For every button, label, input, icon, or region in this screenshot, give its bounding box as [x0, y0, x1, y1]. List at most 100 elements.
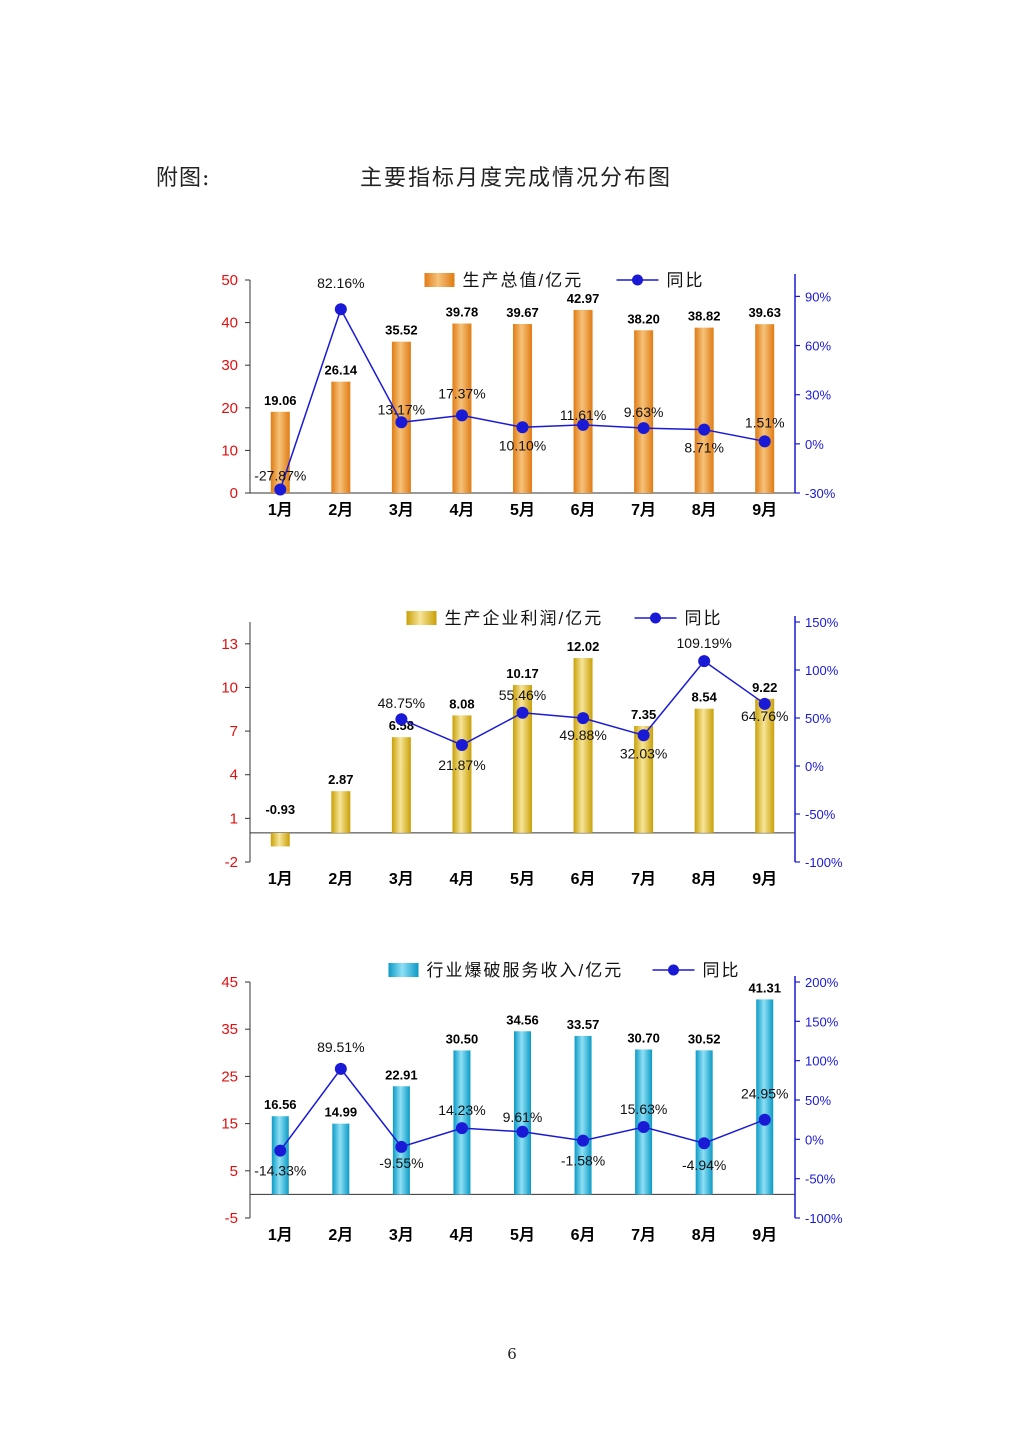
line-value-label: -9.55%: [379, 1155, 423, 1171]
line-value-label: 13.17%: [378, 401, 425, 417]
bar-value-label: 38.82: [688, 309, 721, 324]
left-axis-tick-label: 10: [221, 442, 238, 459]
line-point: [758, 697, 771, 710]
category-label: 8月: [692, 1226, 717, 1244]
line-point: [274, 483, 287, 496]
line-value-label: 1.51%: [745, 414, 785, 430]
category-label: 9月: [752, 501, 777, 519]
left-axis-tick-label: 35: [221, 1021, 238, 1038]
line-point: [455, 1122, 468, 1135]
figure-label: 附图:: [156, 166, 211, 191]
bar: [391, 737, 411, 833]
page-number: 6: [507, 1345, 517, 1363]
category-label: 6月: [571, 501, 596, 519]
line-point: [395, 1140, 408, 1153]
category-label: 1月: [268, 870, 293, 888]
bar-value-label: 30.70: [627, 1030, 660, 1045]
category-label: 8月: [692, 870, 717, 888]
line-point: [455, 409, 468, 422]
left-axis-tick-label: 50: [221, 272, 238, 289]
line-point: [516, 1125, 529, 1138]
line-point: [577, 712, 590, 725]
line-point: [637, 1121, 650, 1134]
line-value-label: -27.87%: [254, 468, 306, 484]
bar: [573, 658, 593, 833]
line-value-label: -4.94%: [682, 1157, 726, 1173]
category-label: 8月: [692, 501, 717, 519]
legend-bar-label: 生产总值/亿元: [463, 271, 584, 290]
right-axis-tick-label: 0%: [805, 437, 824, 452]
bar-value-label: 10.17: [506, 666, 539, 681]
line-point: [698, 655, 711, 668]
bar-value-label: 9.22: [752, 680, 777, 695]
category-label: 6月: [571, 870, 596, 888]
right-axis-tick-label: 50%: [805, 1093, 831, 1108]
line-point: [455, 739, 468, 752]
right-axis-tick-label: 90%: [805, 289, 831, 304]
legend-bar-swatch: [424, 273, 455, 287]
category-label: 3月: [389, 1226, 414, 1244]
bar-value-label: 22.91: [385, 1067, 418, 1082]
left-axis-tick-label: 30: [221, 357, 238, 374]
right-axis-tick-label: 0%: [805, 1132, 824, 1147]
chart-svg: -5 5 15 25 35 45 -100% -50% 0% 50% 100% 150% 200% 16.…: [221, 961, 843, 1244]
bar-value-label: 8.54: [692, 690, 718, 705]
right-axis-tick-label: -100%: [805, 855, 843, 870]
line-point: [698, 423, 711, 436]
line-point: [395, 416, 408, 429]
category-label: 3月: [389, 870, 414, 888]
figure-title: 主要指标月度完成情况分布图: [360, 166, 673, 191]
bar-value-label: 39.78: [446, 305, 479, 320]
bar-value-label: 35.52: [385, 323, 418, 338]
chart-svg: 0 10 20 30 40 50 -30% 0% 30% 60% 90% 19.06 26.14 35.5…: [221, 271, 835, 519]
line-value-label: 64.76%: [741, 708, 788, 724]
bar-value-label: 30.52: [688, 1031, 721, 1046]
category-label: 1月: [268, 501, 293, 519]
category-label: 6月: [571, 1226, 596, 1244]
right-axis-tick-label: 100%: [805, 1054, 839, 1069]
line-value-label: 48.75%: [378, 695, 425, 711]
bar-value-label: 8.08: [449, 696, 474, 711]
bar: [513, 684, 532, 833]
bar: [634, 726, 654, 833]
bar: [452, 323, 472, 493]
bar: [270, 832, 290, 847]
bar: [756, 999, 774, 1195]
category-label: 9月: [752, 1226, 777, 1244]
category-label: 4月: [449, 870, 474, 888]
category-label: 5月: [510, 1226, 535, 1244]
bar: [755, 698, 775, 833]
left-axis-tick-label: 10: [221, 679, 238, 696]
category-label: 5月: [510, 501, 535, 519]
line-value-label: 9.63%: [624, 404, 664, 420]
bar-value-label: 12.02: [567, 639, 600, 654]
bar: [270, 411, 290, 493]
legend-bar-swatch: [388, 963, 419, 977]
line-value-label: -14.33%: [254, 1163, 306, 1179]
line-value-label: 24.95%: [741, 1086, 788, 1102]
bar: [634, 330, 654, 493]
legend-line-marker: [668, 964, 679, 976]
right-axis-tick-label: 150%: [805, 1014, 839, 1029]
line-value-label: -1.58%: [561, 1153, 605, 1169]
line-value-label: 17.37%: [438, 385, 485, 401]
left-axis-tick-label: 20: [221, 400, 238, 417]
line-value-label: 10.10%: [499, 437, 546, 453]
line-point: [577, 1134, 590, 1147]
bar: [392, 1086, 410, 1195]
line-point: [516, 706, 529, 719]
line-value-label: 14.23%: [438, 1102, 485, 1118]
line-value-label: 9.61%: [503, 1109, 543, 1125]
left-axis-tick-label: 5: [230, 1163, 238, 1180]
bar-value-label: 30.50: [446, 1031, 479, 1046]
bar-value-label: 42.97: [567, 291, 600, 306]
category-label: 3月: [389, 501, 414, 519]
bar-value-label: 39.63: [748, 305, 781, 320]
legend-bar-label: 行业爆破服务收入/亿元: [427, 961, 624, 980]
line-point: [577, 418, 590, 431]
bar: [513, 324, 532, 493]
category-label: 4月: [449, 501, 474, 519]
line-value-label: 82.16%: [317, 275, 364, 291]
line-point: [698, 1137, 711, 1150]
left-axis-tick-label: 13: [221, 636, 238, 653]
